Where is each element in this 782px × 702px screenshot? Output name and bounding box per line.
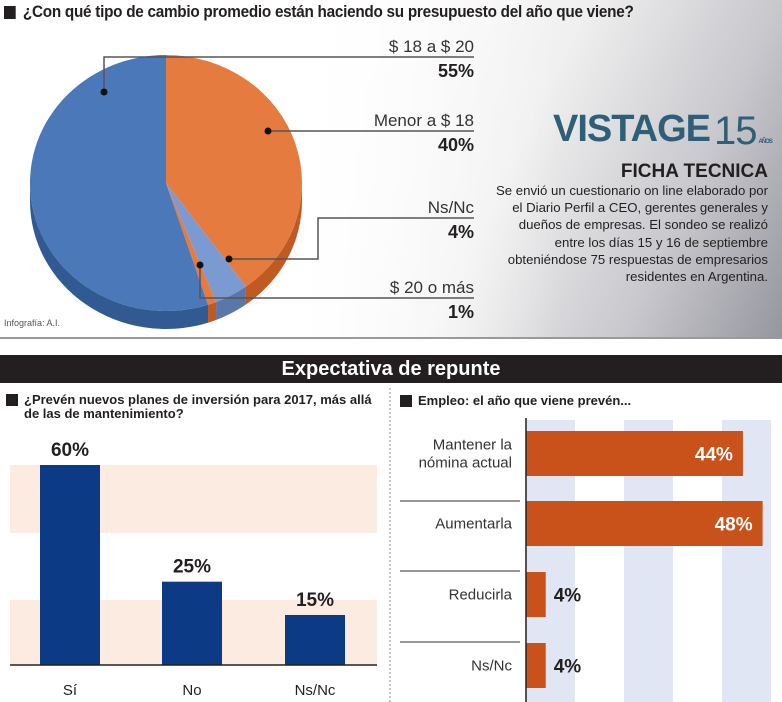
pie-label-1: Menor a $ 18 — [373, 111, 474, 130]
pie-value-3: 1% — [447, 302, 474, 322]
pie-slice — [166, 55, 303, 287]
investment-bar-chart: 60% Sí 25% No 15% Ns/Nc — [10, 440, 377, 699]
column-divider — [389, 388, 391, 702]
employment-question-text: Empleo: el año que viene prevén... — [418, 393, 632, 408]
pie-leaders — [100, 56, 474, 299]
employment-question: Empleo: el año que viene prevén... — [400, 393, 631, 408]
hbar-value-label: 4% — [554, 657, 582, 678]
pie-slice-side — [30, 183, 209, 329]
ficha-text: Se envió un cuestionario on line elabora… — [496, 183, 768, 285]
hbar-category-label: Ns/Nc — [471, 658, 512, 675]
bullet-square-icon — [6, 394, 18, 406]
leader-line — [229, 217, 474, 260]
bar-1 — [162, 581, 222, 665]
hbar-1 — [526, 501, 763, 546]
pie-slice — [29, 55, 209, 311]
pie-label-2: Ns/Nc — [427, 198, 474, 217]
pie-chart — [29, 55, 474, 329]
pie-value-0: 55% — [437, 61, 474, 81]
hbar-value-label: 48% — [715, 515, 753, 536]
pie-value-2: 4% — [447, 222, 474, 242]
bar-0 — [40, 465, 100, 665]
bar-question: ¿Prevén nuevos planes de inversión para … — [6, 393, 374, 421]
bar-value-label: 25% — [173, 557, 211, 578]
labels: 60% Sí 25% No 15% Ns/Nc — [51, 440, 336, 699]
section-banner: Expectativa de repunte — [0, 355, 782, 383]
bar-category-label: Ns/Nc — [295, 682, 336, 699]
bars — [526, 431, 763, 688]
pie-slice-side — [208, 302, 217, 323]
hbar-category-label: Mantener la — [433, 437, 513, 454]
logo-suffix: AÑOS — [758, 139, 773, 145]
leader-line — [103, 56, 474, 92]
pie-value-1: 40% — [437, 135, 474, 155]
ficha-title: FICHA TECNICA — [620, 161, 768, 182]
bullet-square-icon — [4, 5, 16, 19]
hbar-value-label: 44% — [695, 445, 733, 466]
hbar-2 — [526, 572, 546, 617]
pie-slice — [166, 183, 217, 305]
pie-slice — [166, 183, 246, 303]
pie-slice-side — [245, 183, 302, 305]
logo-name: VISTAGE — [553, 108, 711, 150]
bar-category-label: No — [182, 682, 201, 699]
hbar-category-label: nómina actual — [419, 455, 512, 472]
pie-top — [29, 55, 303, 311]
bar-value-label: 15% — [296, 590, 334, 611]
hbar-3 — [526, 643, 546, 688]
bar-question-text: ¿Prevén nuevos planes de inversión para … — [24, 392, 372, 421]
bar-category-label: Sí — [63, 682, 78, 699]
hbar-value-label: 4% — [554, 586, 582, 607]
pie-label-3: $ 20 o más — [389, 278, 474, 297]
logo-number: 15 — [714, 109, 757, 153]
bar-value-label: 60% — [51, 440, 89, 461]
bar-2 — [285, 615, 345, 665]
leader-dot — [264, 127, 272, 135]
bullet-square-icon — [400, 395, 412, 407]
section-separator — [0, 337, 782, 339]
pie-slice-side — [216, 286, 246, 321]
vistage-logo: VISTAGE 15 AÑOS — [553, 108, 773, 153]
hbar-category-label: Reducirla — [449, 587, 513, 604]
bars — [40, 465, 345, 665]
hbar-0 — [526, 431, 743, 476]
pie-side — [30, 183, 302, 329]
hbar-category-label: Aumentarla — [435, 516, 512, 533]
leader-dot — [100, 88, 108, 96]
pie-question: ¿Con qué tipo de cambio promedio están h… — [4, 2, 634, 22]
leader-dot — [225, 255, 233, 263]
leader-line — [199, 265, 474, 299]
pie-question-text: ¿Con qué tipo de cambio promedio están h… — [22, 2, 634, 21]
pie-label-0: $ 18 a $ 20 — [388, 37, 474, 56]
credit: Infografía: A.I. — [4, 318, 61, 328]
leader-dot — [196, 261, 204, 269]
